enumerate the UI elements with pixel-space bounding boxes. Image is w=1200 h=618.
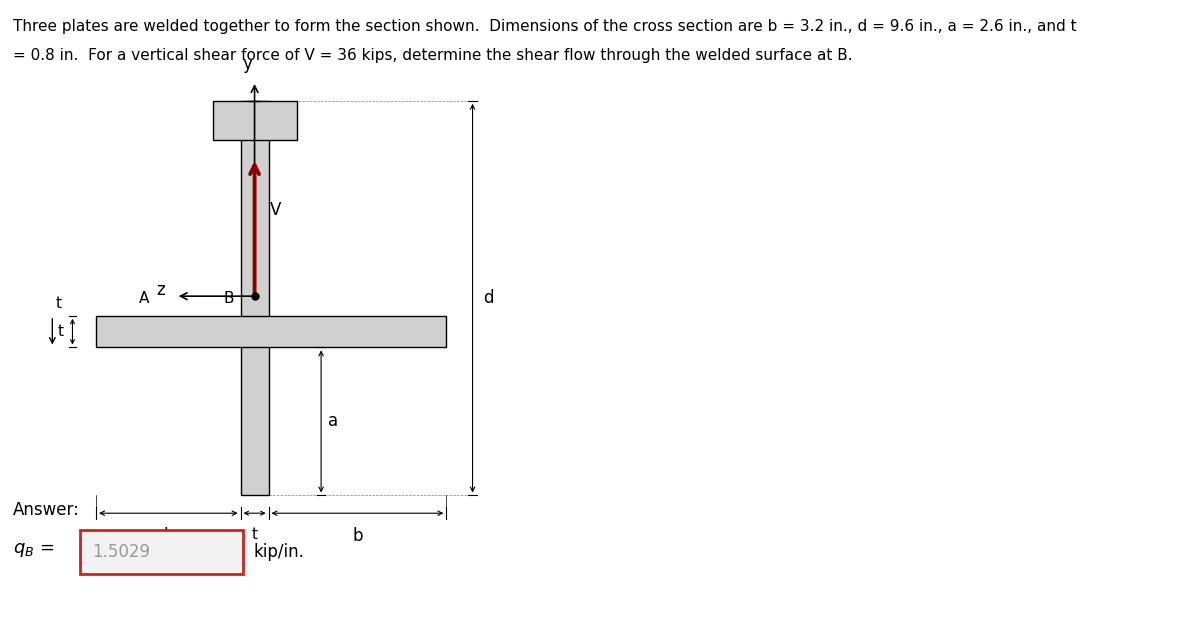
FancyBboxPatch shape — [80, 530, 242, 574]
Text: A: A — [139, 291, 150, 306]
Text: y: y — [242, 55, 252, 73]
Bar — [212, 101, 296, 140]
Bar — [96, 316, 446, 347]
Text: 1.5029: 1.5029 — [92, 543, 150, 561]
Text: B: B — [223, 291, 234, 306]
Bar — [240, 101, 269, 496]
Text: V: V — [270, 201, 282, 219]
Text: Answer:: Answer: — [12, 501, 79, 519]
Text: z: z — [156, 281, 166, 299]
Text: Three plates are welded together to form the section shown.  Dimensions of the c: Three plates are welded together to form… — [12, 19, 1076, 35]
Text: t: t — [252, 527, 258, 542]
Text: t: t — [56, 296, 62, 311]
Text: a: a — [328, 412, 338, 431]
Text: t: t — [58, 324, 64, 339]
Text: = 0.8 in.  For a vertical shear force of V = 36 kips, determine the shear flow t: = 0.8 in. For a vertical shear force of … — [12, 48, 852, 63]
Text: b: b — [352, 527, 362, 545]
Text: kip/in.: kip/in. — [253, 543, 304, 561]
Text: $q_B$ =: $q_B$ = — [12, 541, 54, 559]
Text: b: b — [163, 527, 174, 545]
Text: d: d — [484, 289, 493, 307]
